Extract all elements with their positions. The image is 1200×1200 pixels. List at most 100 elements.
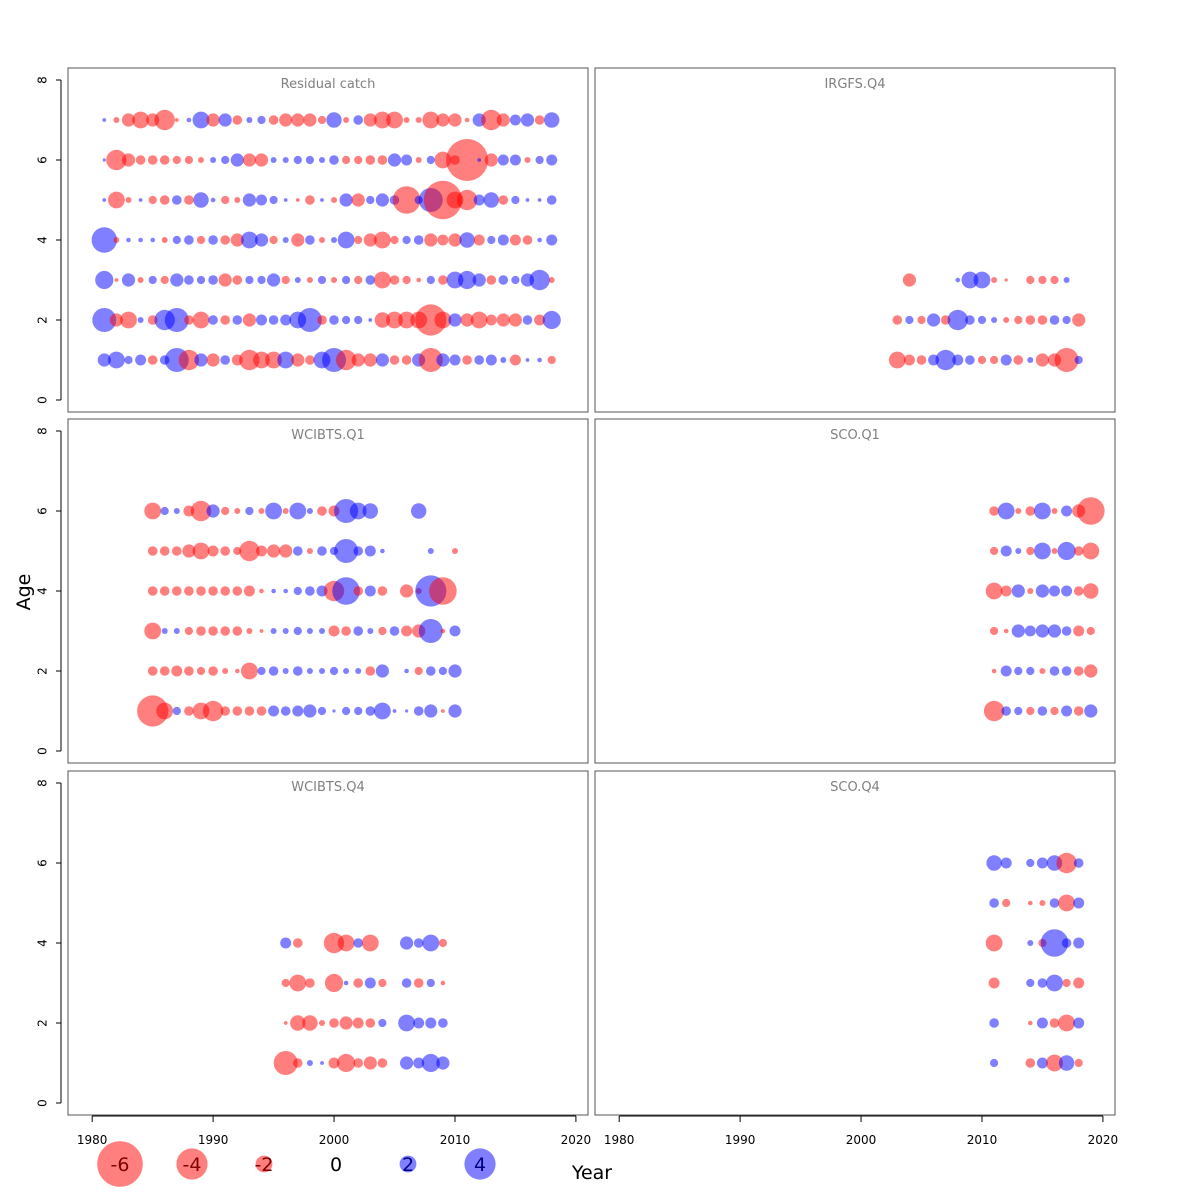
legend-label: -2 — [255, 1154, 274, 1176]
residual-bubble — [418, 619, 443, 643]
residual-bubble — [317, 506, 327, 516]
residual-bubble — [246, 628, 253, 634]
residual-bubble — [411, 503, 427, 519]
residual-bubble — [1056, 852, 1077, 874]
residual-bubble — [1000, 857, 1012, 869]
residual-bubble — [386, 311, 403, 329]
residual-bubble — [1026, 706, 1035, 716]
residual-bubble — [365, 155, 376, 165]
residual-bubble — [305, 355, 315, 365]
residual-bubble — [124, 355, 133, 365]
residual-bubble — [363, 353, 377, 367]
panel-title: SCO.Q1 — [830, 428, 880, 443]
residual-bubble — [438, 938, 447, 948]
residual-bubble — [402, 275, 411, 285]
residual-bubble — [293, 586, 302, 596]
residual-bubble — [259, 629, 264, 633]
residual-bubble — [991, 668, 997, 674]
residual-bubble — [888, 351, 906, 369]
residual-bubble — [283, 1021, 288, 1025]
residual-bubble — [337, 231, 355, 249]
residual-bubble — [529, 269, 550, 291]
residual-bubble — [220, 626, 230, 636]
residual-bubble — [337, 934, 355, 952]
residual-bubble — [354, 275, 363, 285]
residual-bubble — [306, 508, 313, 514]
residual-bubble — [290, 1015, 306, 1031]
residual-bubble — [269, 235, 278, 245]
residual-bubble — [413, 1017, 425, 1029]
residual-bubble — [137, 695, 169, 727]
residual-bubble — [320, 198, 324, 202]
residual-bubble — [990, 355, 999, 365]
residual-bubble — [1000, 585, 1012, 597]
residual-bubble — [270, 628, 277, 634]
residual-bubble — [184, 235, 194, 245]
bubble-series — [888, 271, 1086, 372]
residual-bubble — [977, 315, 987, 325]
residual-bubble — [473, 194, 485, 206]
residual-bubble — [1063, 277, 1070, 283]
residual-bubble — [1061, 938, 1072, 948]
residual-bubble — [159, 195, 170, 205]
residual-bubble — [534, 314, 546, 326]
residual-bubble — [1015, 548, 1022, 554]
residual-bubble — [349, 502, 367, 520]
residual-bubble — [354, 235, 363, 245]
residual-bubble — [1011, 584, 1025, 598]
residual-bubble — [184, 666, 194, 676]
residual-bubble — [362, 503, 378, 519]
residual-bubble — [280, 706, 291, 716]
residual-bubble — [208, 666, 218, 676]
residual-bubble — [437, 234, 449, 246]
residual-bubble — [1002, 898, 1011, 908]
panel: WCIBTS.Q4 — [67, 770, 589, 1116]
y-tick-label: 4 — [36, 939, 50, 947]
residual-bubble — [323, 932, 345, 954]
residual-bubble — [1024, 625, 1036, 637]
residual-bubble — [221, 506, 230, 516]
residual-bubble — [144, 502, 162, 520]
legend-label: 0 — [330, 1154, 342, 1176]
residual-bubble — [239, 540, 260, 562]
residual-bubble — [306, 668, 313, 674]
residual-bubble — [415, 117, 422, 123]
residual-bubble — [147, 355, 158, 365]
residual-bubble — [282, 668, 289, 674]
residual-bubble — [160, 506, 169, 516]
residual-bubble — [520, 113, 535, 127]
residual-bubble — [289, 502, 307, 520]
residual-bubble — [989, 898, 999, 908]
residual-bubble — [232, 115, 243, 125]
residual-bubble — [426, 155, 435, 165]
residual-bubble — [173, 628, 180, 634]
residual-bubble — [353, 626, 364, 636]
residual-bubble — [363, 1056, 377, 1070]
residual-bubble — [293, 546, 303, 556]
residual-bubble — [232, 275, 243, 285]
residual-bubble — [220, 706, 230, 716]
residual-bubble — [1037, 706, 1048, 716]
residual-bubble — [401, 154, 413, 166]
residual-bubble — [202, 700, 224, 722]
residual-bubble — [120, 311, 137, 329]
residual-bubble — [378, 626, 387, 636]
residual-bubble — [1027, 357, 1034, 363]
panel-frame — [67, 770, 589, 1116]
residual-bubble — [413, 938, 424, 948]
residual-bubble — [154, 109, 175, 131]
residual-bubble — [497, 234, 509, 246]
residual-bubble — [277, 351, 295, 369]
residual-bubble — [448, 233, 462, 247]
residual-bubble — [404, 668, 409, 674]
residual-bubble — [398, 311, 415, 329]
residual-bubble — [464, 117, 470, 123]
y-tick-label: 0 — [36, 747, 50, 755]
residual-bubble — [1025, 1058, 1036, 1068]
residual-bubble — [905, 315, 914, 325]
residual-bubble — [1046, 1054, 1063, 1072]
residual-bubble — [293, 626, 302, 636]
residual-bubble — [462, 355, 472, 365]
residual-bubble — [332, 709, 336, 713]
residual-bubble — [282, 628, 289, 634]
